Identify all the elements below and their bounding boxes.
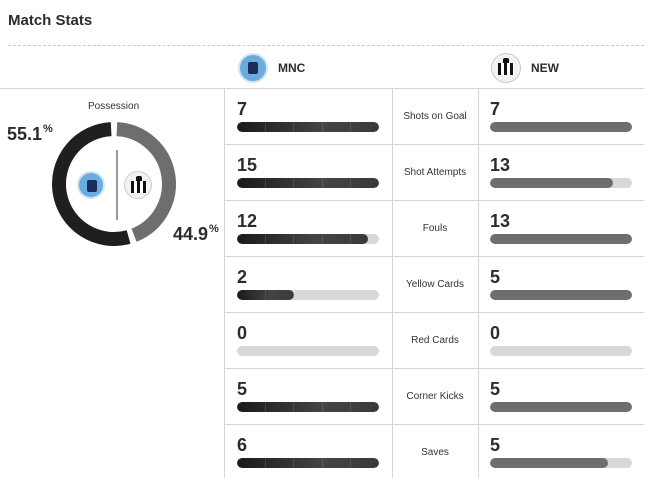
home-stat-value: 2	[237, 267, 248, 287]
home-stat-value: 12	[237, 211, 258, 231]
home-team-header: MNC	[238, 52, 305, 84]
home-stat-value: 7	[237, 99, 248, 119]
away-stat-bar-fill	[490, 458, 609, 468]
bar-segments	[237, 234, 379, 244]
home-stat-value: 0	[237, 323, 248, 343]
home-possession-arc	[52, 122, 131, 246]
stat-label: Red Cards	[411, 335, 459, 346]
possession-label: Possession	[88, 101, 140, 112]
away-stat-value: 7	[490, 99, 501, 119]
away-stat-bar	[490, 458, 632, 468]
away-stat-bar-fill	[490, 122, 632, 132]
home-stat-bar	[237, 458, 379, 468]
home-stat-bar	[237, 178, 379, 188]
home-stat-value: 6	[237, 435, 248, 455]
header-divider	[0, 88, 644, 89]
bar-segments	[237, 458, 379, 468]
away-stat-bar	[490, 402, 632, 412]
home-stat-bar-fill	[237, 234, 369, 244]
away-stat-bar-fill	[490, 402, 632, 412]
bar-segments	[237, 402, 379, 412]
home-stat-value: 15	[237, 155, 258, 175]
home-stat-bar	[237, 290, 379, 300]
away-stat-value: 5	[490, 379, 501, 399]
title-divider	[8, 45, 644, 46]
page-title: Match Stats	[8, 12, 93, 29]
stat-label: Fouls	[422, 223, 448, 234]
away-stat-bar-fill	[490, 178, 614, 188]
home-stat-bar	[237, 402, 379, 412]
stat-label: Saves	[421, 447, 449, 458]
column-line	[224, 88, 225, 478]
away-stat-bar	[490, 290, 632, 300]
home-stat-bar	[237, 346, 379, 356]
away-possession-arc	[116, 122, 176, 242]
away-stat-value: 13	[490, 211, 511, 231]
away-possession-value: 44.9%	[173, 223, 219, 244]
home-stat-bar	[237, 234, 379, 244]
away-stat-value: 0	[490, 323, 501, 343]
home-stat-value: 5	[237, 379, 248, 399]
possession-donut-chart	[52, 122, 176, 246]
bar-segments	[237, 290, 379, 300]
stat-label: Shot Attempts	[403, 167, 467, 178]
home-team-abbr: MNC	[278, 61, 306, 75]
away-stat-bar	[490, 122, 632, 132]
away-team-header: NEW	[491, 52, 559, 84]
row-divider	[224, 200, 644, 201]
bar-segments	[237, 346, 379, 356]
away-team-abbr: NEW	[531, 61, 559, 75]
column-line	[478, 88, 479, 478]
home-stat-bar-fill	[237, 178, 379, 188]
column-line	[392, 88, 393, 478]
newcastle-crest-icon	[124, 171, 152, 199]
row-divider	[224, 424, 644, 425]
away-stat-bar	[490, 178, 632, 188]
away-stat-bar	[490, 346, 632, 356]
home-stat-bar-fill	[237, 458, 379, 468]
home-stat-bar-fill	[237, 402, 379, 412]
home-stat-bar	[237, 122, 379, 132]
row-divider	[224, 368, 644, 369]
bar-segments	[237, 122, 379, 132]
stat-label: Yellow Cards	[406, 279, 464, 290]
manchester-city-crest-icon	[238, 53, 268, 83]
manchester-city-crest-icon	[77, 171, 105, 199]
newcastle-crest-icon	[491, 53, 521, 83]
stat-label: Corner Kicks	[406, 391, 464, 402]
home-possession-value: 55.1%	[7, 123, 53, 144]
away-stat-bar	[490, 234, 632, 244]
row-divider	[224, 256, 644, 257]
row-divider	[224, 144, 644, 145]
away-stat-value: 13	[490, 155, 511, 175]
home-stat-bar-fill	[237, 290, 294, 300]
away-stat-value: 5	[490, 435, 501, 455]
row-divider	[224, 312, 644, 313]
away-stat-bar-fill	[490, 290, 632, 300]
bar-segments	[237, 178, 379, 188]
home-stat-bar-fill	[237, 122, 379, 132]
stat-label: Shots on Goal	[403, 111, 467, 122]
away-stat-bar-fill	[490, 234, 632, 244]
away-stat-value: 5	[490, 267, 501, 287]
